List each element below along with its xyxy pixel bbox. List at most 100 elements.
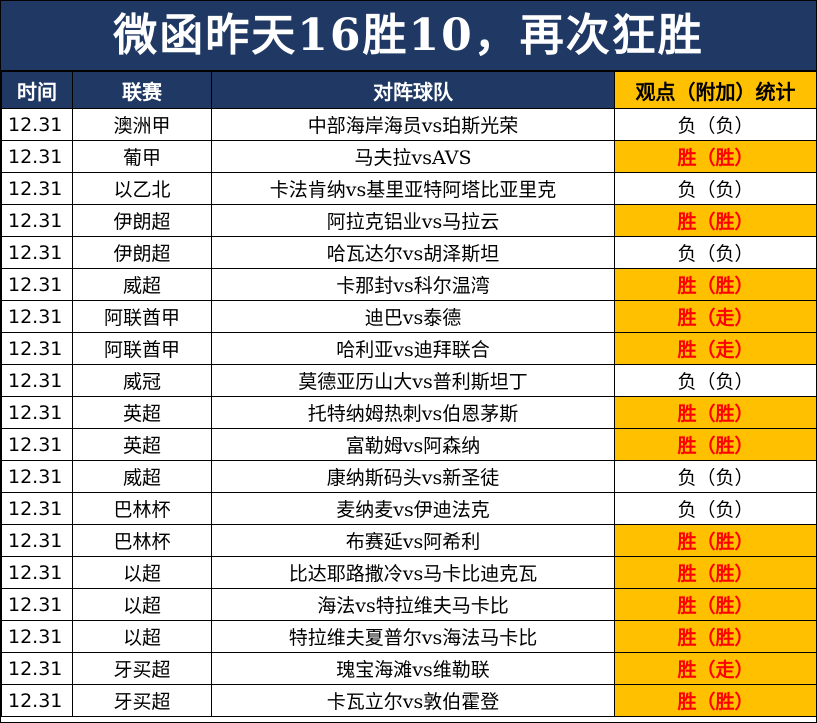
header-league: 联赛 bbox=[72, 71, 212, 109]
cell-match: 瑰宝海滩vs维勒联 bbox=[211, 652, 615, 685]
cell-result: 胜（胜） bbox=[614, 620, 817, 653]
cell-league: 英超 bbox=[72, 396, 212, 429]
cell-time: 12.31 bbox=[1, 428, 73, 461]
cell-league: 以超 bbox=[72, 556, 212, 589]
cell-match: 富勒姆vs阿森纳 bbox=[211, 428, 615, 461]
cell-time: 12.31 bbox=[1, 460, 73, 493]
cell-league: 以超 bbox=[72, 588, 212, 621]
cell-result: 胜（胜） bbox=[614, 524, 817, 557]
cell-league: 牙买超 bbox=[72, 684, 212, 717]
table-row: 12.31 伊朗超 哈瓦达尔vs胡泽斯坦 负（负） bbox=[1, 236, 817, 269]
cell-league: 威超 bbox=[72, 460, 212, 493]
cell-result: 胜（胜） bbox=[614, 556, 817, 589]
cell-match: 卡法肯纳vs基里亚特阿塔比亚里克 bbox=[211, 172, 615, 205]
table-row: 12.31 威超 康纳斯码头vs新圣徒 负（负） bbox=[1, 460, 817, 493]
cell-league: 以超 bbox=[72, 620, 212, 653]
cell-match: 卡那封vs科尔温湾 bbox=[211, 268, 615, 301]
table-row: 12.31 牙买超 瑰宝海滩vs维勒联 胜（走） bbox=[1, 652, 817, 685]
page-title: 微函昨天16胜10，再次狂胜 bbox=[1, 1, 816, 71]
cell-league: 葡甲 bbox=[72, 140, 212, 173]
cell-match: 中部海岸海员vs珀斯光荣 bbox=[211, 108, 615, 141]
cell-result: 负（负） bbox=[614, 108, 817, 141]
cell-match: 托特纳姆热刺vs伯恩茅斯 bbox=[211, 396, 615, 429]
cell-league: 巴林杯 bbox=[72, 524, 212, 557]
table-row: 12.31 阿联酋甲 哈利亚vs迪拜联合 胜（走） bbox=[1, 332, 817, 365]
cell-league: 威超 bbox=[72, 268, 212, 301]
cell-league: 威冠 bbox=[72, 364, 212, 397]
cell-time: 12.31 bbox=[1, 204, 73, 237]
header-match: 对阵球队 bbox=[211, 71, 615, 109]
table-row: 12.31 以超 特拉维夫夏普尔vs海法马卡比 胜（胜） bbox=[1, 620, 817, 653]
cell-result: 负（负） bbox=[614, 172, 817, 205]
cell-result: 胜（胜） bbox=[614, 204, 817, 237]
cell-result: 胜（走） bbox=[614, 652, 817, 685]
table-row: 12.31 英超 富勒姆vs阿森纳 胜（胜） bbox=[1, 428, 817, 461]
cell-time: 12.31 bbox=[1, 556, 73, 589]
cell-result: 胜（胜） bbox=[614, 268, 817, 301]
header-row: 时间 联赛 对阵球队 观点（附加）统计 bbox=[1, 71, 817, 109]
cell-time: 12.31 bbox=[1, 396, 73, 429]
cell-time: 12.31 bbox=[1, 684, 73, 717]
cell-league: 牙买超 bbox=[72, 652, 212, 685]
table-row: 12.31 伊朗超 阿拉克铝业vs马拉云 胜（胜） bbox=[1, 204, 817, 237]
cell-league: 阿联酋甲 bbox=[72, 300, 212, 333]
table-row: 12.31 阿联酋甲 迪巴vs泰德 胜（走） bbox=[1, 300, 817, 333]
cell-result: 胜（胜） bbox=[614, 140, 817, 173]
cell-result: 负（负） bbox=[614, 364, 817, 397]
table-row: 12.31 以超 海法vs特拉维夫马卡比 胜（胜） bbox=[1, 588, 817, 621]
cell-result: 胜（胜） bbox=[614, 588, 817, 621]
cell-time: 12.31 bbox=[1, 620, 73, 653]
cell-time: 12.31 bbox=[1, 652, 73, 685]
cell-time: 12.31 bbox=[1, 364, 73, 397]
cell-league: 澳洲甲 bbox=[72, 108, 212, 141]
cell-match: 莫德亚历山大vs普利斯坦丁 bbox=[211, 364, 615, 397]
cell-match: 海法vs特拉维夫马卡比 bbox=[211, 588, 615, 621]
cell-league: 巴林杯 bbox=[72, 492, 212, 525]
cell-time: 12.31 bbox=[1, 588, 73, 621]
cell-match: 哈瓦达尔vs胡泽斯坦 bbox=[211, 236, 615, 269]
table-row: 12.31 巴林杯 布赛延vs阿希利 胜（胜） bbox=[1, 524, 817, 557]
cell-league: 阿联酋甲 bbox=[72, 332, 212, 365]
cell-time: 12.31 bbox=[1, 140, 73, 173]
cell-time: 12.31 bbox=[1, 524, 73, 557]
cell-match: 卡瓦立尔vs敦伯霍登 bbox=[211, 684, 615, 717]
cell-match: 康纳斯码头vs新圣徒 bbox=[211, 460, 615, 493]
cell-result: 胜（胜） bbox=[614, 396, 817, 429]
cell-league: 伊朗超 bbox=[72, 236, 212, 269]
cell-time: 12.31 bbox=[1, 492, 73, 525]
cell-league: 伊朗超 bbox=[72, 204, 212, 237]
cell-match: 哈利亚vs迪拜联合 bbox=[211, 332, 615, 365]
table-body: 12.31 澳洲甲 中部海岸海员vs珀斯光荣 负（负） 12.31 葡甲 马夫拉vsAVS 胜… bbox=[1, 108, 817, 717]
cell-time: 12.31 bbox=[1, 332, 73, 365]
cell-league: 以乙北 bbox=[72, 172, 212, 205]
cell-league: 英超 bbox=[72, 428, 212, 461]
table-row: 12.31 牙买超 卡瓦立尔vs敦伯霍登 胜（胜） bbox=[1, 684, 817, 717]
cell-time: 12.31 bbox=[1, 268, 73, 301]
table-row: 12.31 英超 托特纳姆热刺vs伯恩茅斯 胜（胜） bbox=[1, 396, 817, 429]
cell-match: 比达耶路撒冷vs马卡比迪克瓦 bbox=[211, 556, 615, 589]
table-row: 12.31 葡甲 马夫拉vsAVS 胜（胜） bbox=[1, 140, 817, 173]
cell-match: 马夫拉vsAVS bbox=[211, 140, 615, 173]
cell-time: 12.31 bbox=[1, 172, 73, 205]
table-row: 12.31 以乙北 卡法肯纳vs基里亚特阿塔比亚里克 负（负） bbox=[1, 172, 817, 205]
cell-result: 负（负） bbox=[614, 460, 817, 493]
header-stat: 观点（附加）统计 bbox=[614, 71, 817, 109]
table-row: 12.31 澳洲甲 中部海岸海员vs珀斯光荣 负（负） bbox=[1, 108, 817, 141]
cell-match: 迪巴vs泰德 bbox=[211, 300, 615, 333]
cell-result: 负（负） bbox=[614, 492, 817, 525]
cell-time: 12.31 bbox=[1, 108, 73, 141]
cell-result: 负（负） bbox=[614, 236, 817, 269]
table-row: 12.31 以超 比达耶路撒冷vs马卡比迪克瓦 胜（胜） bbox=[1, 556, 817, 589]
table-row: 12.31 威超 卡那封vs科尔温湾 胜（胜） bbox=[1, 268, 817, 301]
table-row: 12.31 巴林杯 麦纳麦vs伊迪法克 负（负） bbox=[1, 492, 817, 525]
cell-result: 胜（胜） bbox=[614, 428, 817, 461]
cell-match: 阿拉克铝业vs马拉云 bbox=[211, 204, 615, 237]
table-row: 12.31 威冠 莫德亚历山大vs普利斯坦丁 负（负） bbox=[1, 364, 817, 397]
cell-match: 麦纳麦vs伊迪法克 bbox=[211, 492, 615, 525]
cell-time: 12.31 bbox=[1, 300, 73, 333]
cell-match: 布赛延vs阿希利 bbox=[211, 524, 615, 557]
results-table: 时间 联赛 对阵球队 观点（附加）统计 12.31 澳洲甲 中部海岸海员vs珀斯光荣… bbox=[1, 71, 817, 717]
cell-result: 胜（走） bbox=[614, 332, 817, 365]
cell-match: 特拉维夫夏普尔vs海法马卡比 bbox=[211, 620, 615, 653]
